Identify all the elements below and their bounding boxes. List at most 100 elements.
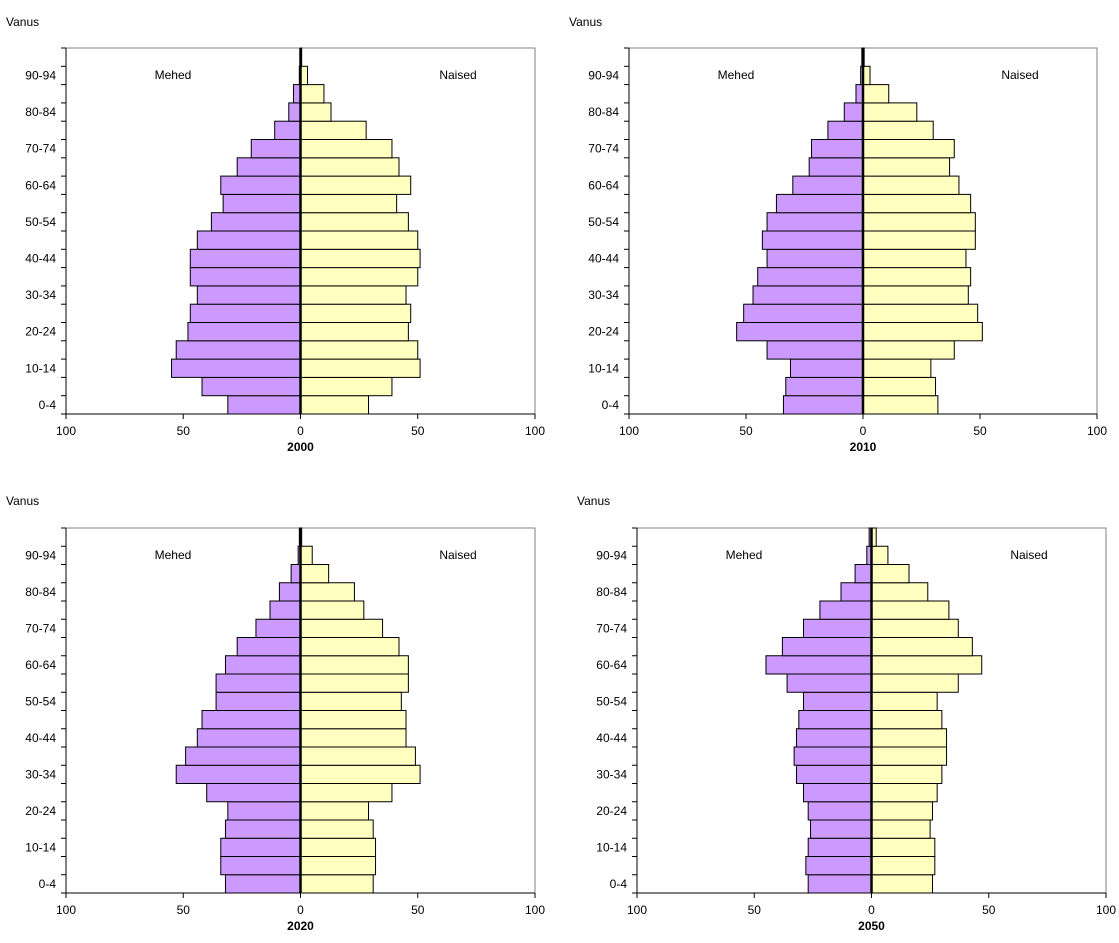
bar-mehed-65-69	[236, 637, 301, 657]
bar-naised-10-14	[300, 358, 421, 378]
bar-mehed-45-49	[798, 710, 872, 730]
bar-mehed-15-19	[766, 340, 864, 360]
bar-naised-70-74	[871, 618, 959, 638]
y-tick-label-90-94: 90-94	[25, 548, 56, 562]
y-tick-label-80-84: 80-84	[596, 585, 627, 599]
y-tick-label-40-44: 40-44	[25, 731, 56, 745]
x-tick-label: 0	[868, 903, 875, 917]
bar-mehed-60-64	[220, 175, 302, 195]
y-tick-label-80-84: 80-84	[588, 105, 619, 119]
x-tick-label: 100	[627, 903, 647, 917]
bar-naised-0-4	[862, 395, 939, 415]
y-tick-label-60-64: 60-64	[25, 178, 56, 192]
bar-mehed-55-59	[775, 193, 864, 214]
label-naised: Naised	[1001, 68, 1038, 82]
bar-mehed-0-4	[782, 395, 864, 415]
bar-naised-75-79	[871, 600, 950, 620]
bar-mehed-70-74	[255, 618, 302, 638]
bar-naised-65-69	[871, 637, 973, 657]
bar-mehed-75-79	[819, 600, 872, 620]
bar-mehed-70-74	[811, 139, 864, 159]
bar-naised-10-14	[862, 358, 932, 378]
bar-naised-70-74	[862, 139, 955, 159]
y-tick-label-70-74: 70-74	[596, 621, 627, 635]
x-tick-label: 50	[177, 424, 191, 438]
bar-mehed-85-89	[854, 564, 873, 584]
y-axis-title: Vanus	[569, 15, 602, 29]
bar-naised-25-29	[300, 303, 412, 324]
y-tick-label-40-44: 40-44	[596, 731, 627, 745]
bar-naised-0-4	[300, 874, 374, 894]
bar-mehed-85-89	[290, 564, 301, 584]
bar-mehed-55-59	[222, 193, 302, 214]
bar-naised-60-64	[862, 175, 960, 195]
x-tick-label: 50	[739, 424, 753, 438]
bar-mehed-50-54	[215, 691, 301, 711]
bar-mehed-20-24	[807, 801, 872, 821]
label-naised: Naised	[1010, 548, 1047, 562]
bar-naised-60-64	[300, 175, 412, 195]
bar-naised-20-24	[300, 322, 409, 342]
bar-naised-85-89	[300, 84, 325, 104]
y-tick-label-50-54: 50-54	[25, 694, 56, 708]
bar-naised-65-69	[862, 157, 951, 177]
bar-naised-5-9	[862, 376, 937, 397]
bar-mehed-5-9	[785, 376, 864, 397]
x-tick-label: 50	[748, 903, 762, 917]
bar-mehed-15-19	[175, 340, 301, 360]
y-tick-label-80-84: 80-84	[25, 105, 56, 119]
bar-naised-5-9	[300, 376, 393, 397]
bar-mehed-15-19	[224, 819, 302, 839]
y-tick-label-40-44: 40-44	[588, 251, 619, 265]
bar-naised-40-44	[300, 728, 407, 748]
label-mehed: Mehed	[726, 548, 763, 562]
bar-mehed-0-4	[227, 395, 301, 415]
bar-naised-45-49	[871, 710, 943, 730]
bar-naised-50-54	[300, 212, 409, 232]
y-tick-label-80-84: 80-84	[25, 585, 56, 599]
x-tick-label: 100	[1087, 424, 1107, 438]
bar-naised-40-44	[862, 248, 967, 269]
bar-naised-30-34	[871, 764, 943, 784]
bar-naised-70-74	[300, 139, 393, 159]
x-tick-label: 50	[982, 903, 996, 917]
bar-mehed-60-64	[224, 655, 302, 675]
bar-mehed-40-44	[196, 728, 302, 748]
bar-mehed-45-49	[761, 230, 864, 250]
bar-mehed-30-34	[196, 285, 302, 305]
bar-naised-40-44	[871, 728, 948, 748]
bar-mehed-35-39	[757, 267, 864, 287]
chart-year-title: 2050	[858, 919, 885, 933]
bar-naised-25-29	[300, 783, 393, 803]
bar-mehed-55-59	[786, 673, 873, 693]
bar-naised-75-79	[300, 120, 367, 140]
bar-mehed-30-34	[175, 764, 301, 784]
bar-mehed-80-84	[843, 102, 864, 122]
bar-naised-85-89	[862, 84, 890, 104]
bar-mehed-65-69	[236, 157, 301, 177]
bar-naised-65-69	[300, 157, 400, 177]
x-tick-label: 0	[297, 903, 304, 917]
bar-naised-10-14	[871, 837, 936, 857]
bar-mehed-25-29	[743, 303, 864, 324]
y-tick-label-50-54: 50-54	[596, 694, 627, 708]
bar-naised-55-59	[300, 193, 398, 214]
bar-mehed-35-39	[185, 746, 301, 766]
bar-naised-55-59	[871, 673, 959, 693]
bar-naised-0-4	[300, 395, 370, 415]
bar-mehed-10-14	[789, 358, 864, 378]
bar-naised-30-34	[300, 764, 421, 784]
bar-mehed-5-9	[805, 856, 873, 876]
bar-naised-35-39	[862, 267, 972, 287]
y-tick-label-30-34: 30-34	[25, 767, 56, 781]
bar-naised-50-54	[871, 691, 938, 711]
bar-naised-10-14	[300, 837, 377, 857]
bar-mehed-5-9	[220, 856, 302, 876]
y-tick-label-20-24: 20-24	[596, 804, 627, 818]
bar-naised-85-89	[871, 564, 910, 584]
bar-mehed-60-64	[765, 655, 872, 675]
x-tick-label: 50	[411, 424, 425, 438]
x-tick-label: 100	[1096, 903, 1116, 917]
